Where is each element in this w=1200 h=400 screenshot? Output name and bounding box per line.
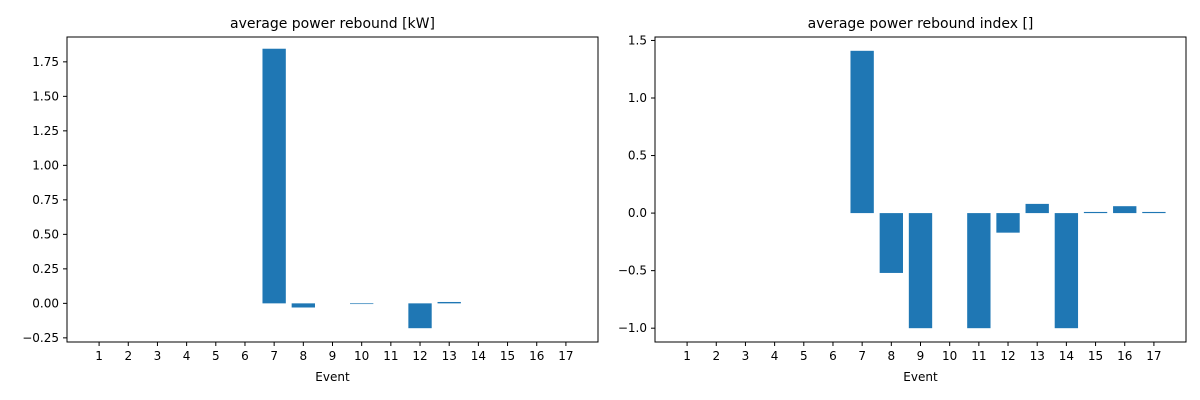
x-tick-label: 7 (270, 349, 278, 363)
x-tick-label: 16 (1117, 349, 1132, 363)
x-tick-label: 8 (888, 349, 896, 363)
bar-event-8 (291, 303, 315, 308)
x-tick-label: 14 (1059, 349, 1074, 363)
y-tick-label: 0.25 (32, 262, 59, 276)
x-tick-label: 13 (442, 349, 457, 363)
x-tick-label: 9 (917, 349, 925, 363)
y-tick-label: 0.75 (32, 193, 59, 207)
bar-event-13 (1025, 203, 1049, 214)
x-tick-label: 11 (971, 349, 986, 363)
bar-event-17 (1142, 211, 1166, 214)
y-tick-label: 1.00 (32, 158, 59, 172)
x-tick-label: 1 (95, 349, 103, 363)
axes-frame (66, 36, 599, 343)
y-tick-label: 1.50 (32, 89, 59, 103)
bar-event-10 (350, 303, 374, 305)
y-tick-label: 1.0 (628, 91, 647, 105)
x-tick-label: 5 (212, 349, 220, 363)
y-tick-label: 1.25 (32, 124, 59, 138)
chart-title: average power rebound [kW] (230, 16, 435, 32)
x-tick-label: 7 (858, 349, 866, 363)
x-tick-label: 13 (1030, 349, 1045, 363)
x-tick-label: 14 (471, 349, 486, 363)
x-tick-label: 4 (771, 349, 779, 363)
bar-event-14 (1054, 213, 1079, 329)
y-tick-label: 0.00 (32, 296, 59, 310)
bar-event-7 (850, 50, 874, 214)
x-tick-label: 10 (942, 349, 957, 363)
x-tick-label: 11 (383, 349, 398, 363)
x-tick-label: 9 (329, 349, 337, 363)
x-tick-label: 1 (683, 349, 691, 363)
x-tick-label: 16 (529, 349, 544, 363)
bar-event-12 (408, 303, 432, 329)
y-tick-label: −0.5 (618, 264, 647, 278)
y-tick-label: 0.5 (628, 149, 647, 163)
bar-event-11 (967, 213, 991, 329)
y-tick-label: 1.5 (628, 33, 647, 47)
x-tick-label: 12 (1000, 349, 1015, 363)
x-tick-label: 3 (742, 349, 750, 363)
bar-event-13 (437, 301, 461, 304)
x-tick-label: 4 (183, 349, 191, 363)
x-tick-label: 17 (558, 349, 573, 363)
bar-event-9 (908, 213, 933, 329)
y-tick-label: −0.25 (22, 331, 59, 345)
bar-event-12 (996, 213, 1020, 233)
y-tick-label: 0.50 (32, 227, 59, 241)
x-tick-label: 2 (712, 349, 720, 363)
x-tick-label: 10 (354, 349, 369, 363)
x-tick-label: 12 (412, 349, 427, 363)
y-tick-label: −1.0 (618, 321, 647, 335)
x-tick-label: 5 (800, 349, 808, 363)
x-tick-label: 15 (500, 349, 515, 363)
bar-event-8 (879, 213, 903, 273)
y-tick-label: 0.0 (628, 206, 647, 220)
x-tick-label: 17 (1146, 349, 1161, 363)
bar-event-7 (262, 48, 286, 304)
x-tick-label: 3 (154, 349, 162, 363)
x-tick-label: 8 (300, 349, 308, 363)
y-tick-label: 1.75 (32, 55, 59, 69)
x-tick-label: 6 (241, 349, 249, 363)
chart-panel-power-rebound: average power rebound [kW] −0.25 0.00 0.25 0… (22, 16, 599, 384)
x-tick-label: 15 (1088, 349, 1103, 363)
x-tick-label: 2 (124, 349, 132, 363)
chart-title: average power rebound index [] (808, 16, 1034, 32)
chart-panel-power-rebound-index: average power rebound index [] −1.0 −0.5 0.… (618, 16, 1187, 384)
x-axis-label: Event (315, 370, 350, 384)
bar-event-16 (1113, 206, 1137, 214)
x-tick-label: 6 (829, 349, 837, 363)
x-axis-label: Event (903, 370, 938, 384)
bar-event-15 (1083, 211, 1108, 214)
